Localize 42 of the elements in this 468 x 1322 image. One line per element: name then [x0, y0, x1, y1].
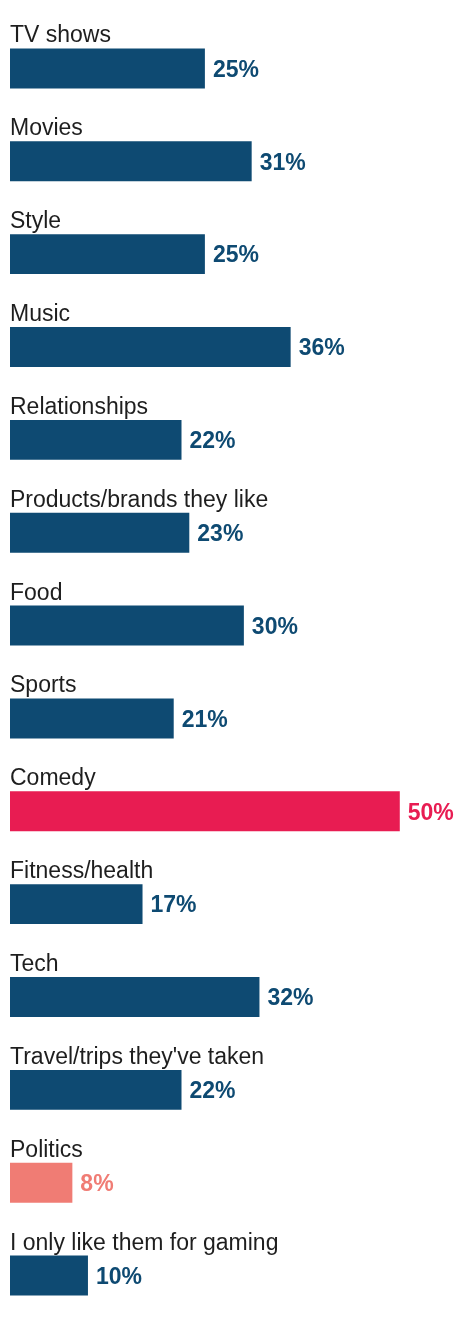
- bar: [10, 791, 400, 832]
- y-tick-label: Relationships: [10, 392, 149, 419]
- y-tick-label: Travel/trips they've taken: [10, 1042, 265, 1069]
- y-tick-label: Style: [10, 207, 62, 234]
- y-tick-label: Movies: [10, 114, 83, 141]
- y-tick-label: Food: [10, 578, 63, 605]
- data-label: 10%: [95, 1262, 142, 1289]
- data-label: 17%: [150, 891, 197, 918]
- bar: [10, 698, 174, 739]
- data-label: 22%: [189, 1077, 236, 1104]
- bar: [10, 48, 205, 89]
- data-label: 23%: [197, 520, 244, 547]
- data-label: 32%: [267, 984, 314, 1011]
- data-label: 31%: [259, 148, 306, 175]
- data-label: 36%: [298, 334, 345, 361]
- y-tick-label: Tech: [10, 950, 59, 977]
- data-label: 30%: [251, 612, 298, 639]
- bar: [10, 419, 182, 460]
- data-label: 50%: [407, 798, 454, 825]
- data-label: 25%: [212, 241, 259, 268]
- data-label: 25%: [212, 55, 259, 82]
- data-label: 21%: [181, 705, 228, 732]
- bar: [10, 141, 252, 182]
- bar: [10, 1255, 88, 1296]
- y-tick-label: Politics: [10, 1135, 83, 1162]
- bar: [10, 977, 260, 1017]
- bar: [10, 605, 244, 646]
- y-tick-label: TV shows: [10, 21, 111, 48]
- bar: [10, 884, 143, 925]
- y-tick-label: I only like them for gaming: [10, 1228, 279, 1255]
- y-tick-label: Fitness/health: [10, 857, 154, 884]
- data-label: 8%: [80, 1170, 114, 1197]
- y-tick-label: Sports: [10, 671, 77, 698]
- bar: [10, 1162, 73, 1203]
- bar: [10, 234, 205, 275]
- bar: [10, 1069, 182, 1110]
- y-tick-label: Products/brands they like: [10, 485, 269, 512]
- bar: [10, 512, 190, 553]
- y-tick-label: Comedy: [10, 764, 97, 791]
- bar: [10, 327, 291, 367]
- data-label: 22%: [189, 427, 236, 454]
- y-tick-label: Music: [10, 300, 71, 327]
